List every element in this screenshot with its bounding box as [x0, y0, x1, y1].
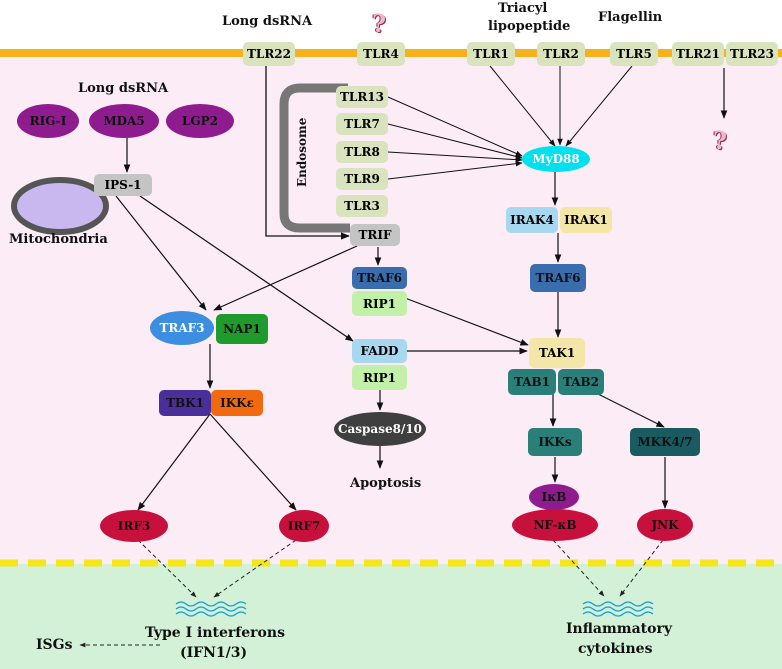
tlr3-node[interactable]: TLR3 — [336, 195, 388, 217]
tbk1-irf7-arrow — [209, 413, 297, 511]
tlr22-node[interactable]: TLR22 — [243, 42, 295, 66]
tlr5-node[interactable]: TLR5 — [610, 42, 658, 66]
jnk-cytokine-arrow — [619, 539, 664, 597]
irak1-node[interactable]: IRAK1 — [560, 207, 612, 233]
tlr7-myd88-arrow — [387, 123, 523, 160]
tak1-node[interactable]: TAK1 — [529, 338, 585, 368]
tlr23-node[interactable]: TLR23 — [726, 42, 778, 66]
ikks-node[interactable]: IKKs — [528, 428, 582, 456]
irf3-node[interactable]: IRF3 — [100, 510, 168, 542]
ips1-node[interactable]: IPS-1 — [94, 174, 152, 196]
endosome-label: Endosome — [295, 117, 309, 187]
tbk1-irf3-arrow — [137, 413, 211, 511]
traf3-node[interactable]: TRAF3 — [150, 311, 214, 345]
tlr4-node[interactable]: TLR4 — [357, 42, 405, 66]
nucleus-region — [0, 564, 782, 669]
mkk47-node[interactable]: MKK4/7 — [630, 428, 700, 456]
unknown-downstream-question-icon: ? — [713, 126, 728, 155]
ifn13-label: (IFN1/3) — [180, 645, 248, 661]
tab2-node[interactable]: TAB2 — [558, 369, 604, 395]
long-dsrna-top-label: Long dsRNA — [222, 14, 313, 29]
traf6-right-node[interactable]: TRAF6 — [530, 264, 586, 292]
tbk1-node[interactable]: TBK1 — [159, 390, 211, 416]
tlr9-node[interactable]: TLR9 — [336, 168, 388, 190]
endosome-membrane — [279, 83, 350, 233]
tlr9-myd88-arrow — [387, 160, 523, 180]
rip1-top-node[interactable]: RIP1 — [352, 291, 407, 316]
flagellin-label: Flagellin — [598, 10, 663, 25]
tlr5-myd88-arrow — [565, 65, 633, 147]
mitochondria-icon — [11, 177, 109, 235]
tlr1-node[interactable]: TLR1 — [467, 42, 515, 66]
tlr21-node[interactable]: TLR21 — [672, 42, 724, 66]
tlr2-node[interactable]: TLR2 — [537, 42, 585, 66]
mrna-wave-icon-left — [175, 601, 247, 617]
rip1-tak1-arrow — [404, 297, 529, 346]
rip1-bottom-node[interactable]: RIP1 — [352, 365, 407, 390]
mda5-node[interactable]: MDA5 — [89, 104, 159, 138]
jnk-node[interactable]: JNK — [637, 509, 693, 541]
tlr22-trif-link — [265, 64, 350, 240]
apoptosis-label: Apoptosis — [350, 476, 422, 491]
trif-node[interactable]: TRIF — [350, 224, 400, 246]
ips1-traf3-arrow — [115, 195, 207, 311]
inflammatory-label: Inflammatory — [566, 621, 672, 637]
lgp2-node[interactable]: LGP2 — [166, 104, 234, 138]
traf6-mid-node[interactable]: TRAF6 — [352, 267, 407, 289]
tlr8-node[interactable]: TLR8 — [336, 141, 388, 163]
tlr7-node[interactable]: TLR7 — [336, 113, 388, 135]
ikke-node[interactable]: IKKε — [211, 390, 263, 416]
isgs-label: ISGs — [36, 637, 73, 653]
tlr1-myd88-arrow — [489, 65, 556, 147]
lipopeptide-label: lipopeptide — [488, 19, 571, 34]
unknown-ligand-question-icon: ? — [372, 9, 387, 38]
myd88-node[interactable]: MyD88 — [522, 146, 590, 172]
triacyl-label: Triacyl — [498, 1, 548, 16]
mrna-wave-icon-right — [582, 601, 654, 617]
cytokines-label: cytokines — [578, 641, 653, 657]
fadd-node[interactable]: FADD — [352, 339, 407, 363]
ips1-fadd-arrow — [139, 195, 354, 342]
irf7-ifn-arrow — [213, 539, 297, 598]
irak4-node[interactable]: IRAK4 — [506, 207, 558, 233]
type1-interferons-label: Type I interferons — [145, 625, 285, 641]
tab1-node[interactable]: TAB1 — [508, 369, 556, 395]
trif-traf3-arrow — [213, 245, 358, 311]
ikb-node[interactable]: IκB — [529, 484, 579, 510]
mitochondria-label: Mitochondria — [9, 232, 108, 247]
nap1-node[interactable]: NAP1 — [216, 314, 268, 344]
tlr13-node[interactable]: TLR13 — [336, 86, 388, 108]
caspase-node[interactable]: Caspase8/10 — [334, 412, 426, 446]
irf7-node[interactable]: IRF7 — [279, 510, 329, 542]
long-dsrna-rlr-label: Long dsRNA — [78, 81, 169, 96]
tlr8-myd88-arrow — [387, 151, 523, 163]
tlr13-myd88-arrow — [387, 96, 523, 157]
tab-mkk47-arrow — [591, 390, 665, 428]
nfkb-node[interactable]: NF-κB — [512, 509, 598, 541]
nfkb-cytokine-arrow — [552, 539, 605, 597]
rig1-node[interactable]: RIG-Ⅰ — [17, 104, 79, 138]
